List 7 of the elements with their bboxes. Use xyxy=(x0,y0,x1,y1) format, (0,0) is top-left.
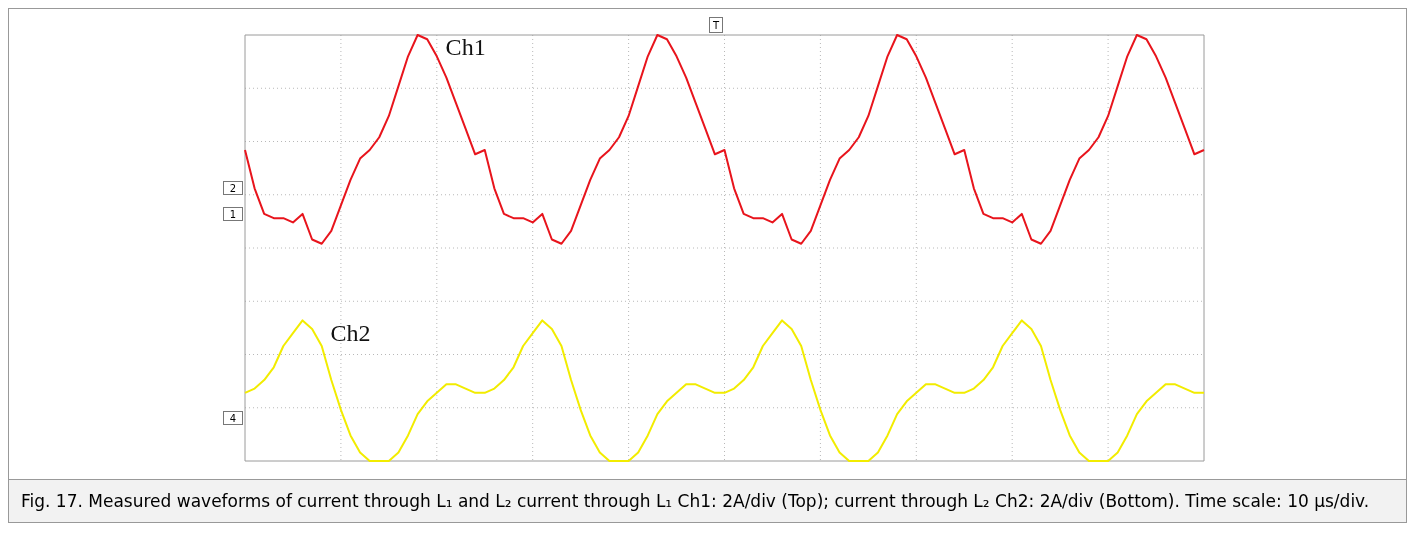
channel-marker-icon: 2 xyxy=(223,181,243,195)
series-label: Ch2 xyxy=(330,319,371,346)
caption: Fig. 17. Measured waveforms of current through L₁ and L₂ current through L₁ Ch1: 2A/div (Top); current through L₂ Ch2: 2A/div (Bottom). Time scale: 10 μs/div. xyxy=(9,479,1406,522)
channel-marker-icon: 4 xyxy=(223,411,243,425)
trigger-marker-icon: T xyxy=(709,17,723,33)
series-label: Ch1 xyxy=(445,34,486,61)
channel-marker-icon: 1 xyxy=(223,207,243,221)
